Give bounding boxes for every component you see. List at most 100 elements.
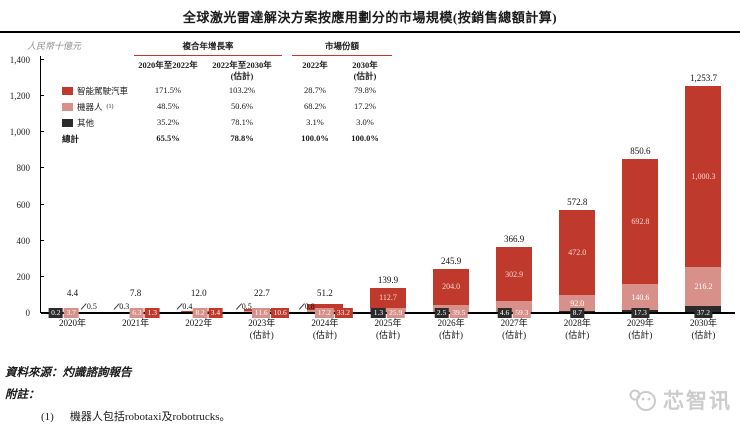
legend-row-label-1: 機器人 (1) — [62, 97, 134, 113]
market-size-stacked-bar-chart: 0 200 400 600 800 1,000 1,200 1,400 0.2 3.7 0.5 4.… — [0, 55, 740, 340]
x-axis-label: 2023年 (估計) — [248, 318, 276, 340]
header-row-spacer — [62, 56, 134, 81]
baseline-value-chips: 0.4 8.2 3.4 — [174, 302, 223, 318]
y-tick-mark — [40, 275, 44, 277]
value-callout-other: 0.4 — [175, 302, 192, 311]
segment-value-auto: 112.7 — [379, 293, 397, 303]
table-value-r3-c2: 100.0% — [301, 133, 329, 144]
value-chip-other: 17.3 — [631, 308, 650, 318]
value-chip-robot: 11.6 — [252, 308, 271, 318]
table-value-r2-c3: 3.0% — [356, 117, 374, 128]
x-axis-label: 2030年 (估計) — [689, 318, 717, 340]
segment-auto — [622, 159, 659, 285]
segment-auto — [306, 303, 343, 310]
column-header-2: 2022年 — [302, 60, 328, 70]
callout-value-other: 0.5 — [241, 301, 252, 311]
table-value-r2-c0: 35.2% — [157, 117, 179, 128]
segment-value-robot: 140.6 — [631, 292, 650, 302]
y-tick-mark — [40, 59, 44, 60]
callout-value-other: 0.8 — [304, 301, 315, 311]
value-chip-auto: 3.4 — [208, 308, 223, 318]
value-chip-auto: 10.6 — [271, 308, 290, 318]
legend-swatch-2 — [62, 119, 73, 128]
bar-group-2027年: 302.9 4.6 59.3 366.9 2027年 (估計) — [483, 60, 546, 340]
x-axis-label: 2026年 (估計) — [437, 318, 465, 340]
legend-label-text: 其他 — [77, 118, 95, 129]
table-value-r3-c0: 65.5% — [156, 133, 180, 144]
y-tick-mark — [40, 239, 44, 241]
baseline-value-chips: 0.5 11.6 10.6 — [234, 302, 290, 318]
value-chip-auto: 1.3 — [145, 308, 160, 318]
y-tick-label: 0 — [25, 308, 31, 318]
bar-total-label: 245.9 — [440, 255, 462, 266]
baseline-value-chips: 0.8 17.2 33.2 — [297, 302, 353, 318]
row-gap — [282, 129, 292, 145]
x-axis-label: 2025年 (估計) — [374, 318, 402, 340]
callout-value-auto: 0.5 — [86, 301, 97, 311]
bar-total-label: 7.8 — [130, 288, 142, 298]
notes-header: 附註： — [5, 389, 40, 401]
y-tick-label: 800 — [16, 163, 31, 174]
y-tick-label: 1,200 — [9, 91, 30, 102]
y-tick-label: 1,400 — [9, 55, 30, 65]
row-gap — [282, 81, 292, 97]
y-axis-line — [40, 56, 41, 313]
bar-group-2021年: 0.3 6.3 1.3 7.8 2021年 — [104, 60, 167, 328]
y-tick-mark — [40, 95, 44, 97]
value-chip-auto: 33.2 — [334, 308, 353, 318]
baseline-value-chips: 1.3 25.9 — [371, 308, 406, 318]
y-tick-label: 400 — [16, 235, 31, 246]
segment-value-auto: 302.9 — [505, 269, 524, 279]
bar-group-2020年: 0.2 3.7 0.5 4.4 2020年 — [41, 60, 104, 328]
table-corner-spacer — [62, 40, 134, 56]
bar-total-label: 366.9 — [504, 233, 525, 244]
baseline-value-chips: 0.2 3.7 0.5 — [48, 302, 97, 318]
table-value-r0-c1: 103.2% — [228, 85, 256, 96]
legend-row-label-0: 智能駕駛汽車 — [62, 81, 134, 97]
segment-robot — [559, 294, 596, 312]
segment-auto — [685, 86, 722, 268]
bar-total-label: 22.7 — [253, 288, 270, 298]
legend-row-label-2: 其他 — [62, 113, 134, 129]
baseline-value-chips: 2.5 39.5 — [434, 308, 469, 318]
y-tick-label: 1,000 — [9, 127, 30, 138]
y-axis: 0 200 400 600 800 1,000 1,200 1,400 — [0, 55, 44, 318]
bar-total-label: 572.8 — [567, 196, 588, 207]
bar-column: 302.9 — [496, 60, 533, 313]
title-underline — [0, 31, 740, 33]
x-axis-label: 2021年 — [122, 318, 150, 328]
value-callout-auto: 0.5 — [80, 302, 97, 311]
x-axis-label: 2022年 — [185, 318, 213, 328]
segment-auto — [496, 246, 533, 302]
group-header-share: 市場份額 — [292, 40, 392, 56]
segment-value-auto: 204.0 — [442, 282, 461, 292]
column-gap — [282, 56, 292, 81]
source-note: 資料來源：灼識諮詢報告 — [5, 367, 132, 379]
segment-robot — [496, 301, 533, 313]
value-chip-robot: 8.2 — [192, 308, 208, 318]
xinzhixun-logo-text: 芯智讯 — [663, 390, 732, 413]
xinzhixun-logo: 芯智讯 — [628, 385, 732, 415]
value-chip-other: 2.5 — [434, 308, 449, 318]
table-value-r0-c3: 79.8% — [354, 85, 376, 96]
y-tick-mark — [40, 131, 44, 133]
table-value-r2-c1: 78.1% — [231, 117, 253, 128]
group-gap — [282, 40, 292, 56]
value-chip-other: 1.3 — [371, 308, 386, 318]
legend-label-text: 智能駕駛汽車 — [77, 86, 129, 97]
bar-total-label: 4.4 — [66, 288, 79, 298]
value-callout-other: 0.3 — [112, 302, 129, 311]
plot-area: 0.2 3.7 0.5 4.4 2020年 0.3 6.3 1.3 7.8 2021年 0.4 8.2… — [41, 60, 735, 340]
bar-column: 216.2 1,000.3 — [685, 60, 722, 313]
bar-column: 140.6 692.8 — [622, 60, 659, 313]
footnote-text: 機器人包括robotaxi及robotrucks。 — [69, 411, 231, 423]
segment-value-robot: 216.2 — [694, 282, 713, 292]
baseline-value-chips: 8.7 — [570, 308, 585, 318]
segment-value-auto: 1,000.3 — [691, 172, 716, 182]
legend-swatch-0 — [62, 87, 73, 96]
y-tick-mark — [40, 203, 44, 205]
value-chip-other: 8.7 — [570, 308, 585, 318]
table-value-r0-c0: 171.5% — [154, 85, 182, 96]
bar-total-label: 12.0 — [190, 288, 207, 298]
